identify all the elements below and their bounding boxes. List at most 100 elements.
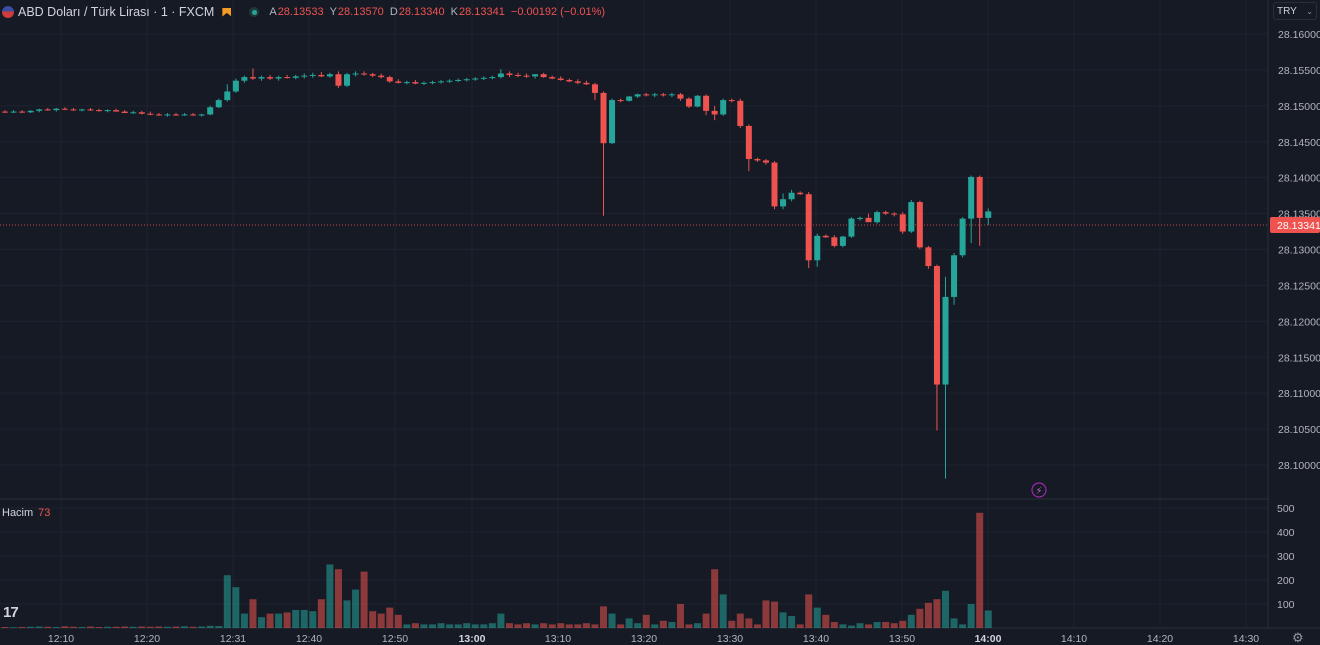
candle-body [951,255,958,297]
candle-body [899,214,906,232]
candle [113,108,120,112]
candle-body [113,110,120,112]
volume-bar [505,623,513,628]
candle-body [463,79,470,81]
candle-body [284,77,291,79]
market-status-icon[interactable] [249,7,260,17]
volume-bar [942,590,949,628]
candle-body [44,109,51,111]
gear-icon[interactable]: ⚙ [1292,630,1304,645]
bookmark-icon[interactable] [222,7,232,17]
candle [455,78,462,83]
candle-body [309,74,316,76]
candle [190,113,197,116]
volume-tick-label: 300 [1277,551,1295,563]
time-tick-label: 12:40 [296,633,322,644]
volume-bar [258,617,265,628]
time-tick-label: 14:10 [1061,633,1087,644]
volume-bar [822,614,830,628]
volume-bar [873,622,881,628]
volume-bar [223,575,231,628]
volume-tick-label: 100 [1277,599,1295,611]
high-value: 28.13570 [337,6,384,18]
volume-bar [249,599,257,628]
candle-body [267,77,274,79]
currency-selector[interactable]: TRY ⌄ [1273,2,1317,20]
volume-bar [206,625,214,628]
candle-body [745,125,752,159]
candle-body [814,235,821,261]
candle-body [720,100,727,115]
candle [532,74,539,79]
candle-body [634,94,641,97]
candle [155,113,162,116]
candle-body [549,77,556,79]
candle-body [583,82,590,85]
candle-body [344,74,350,86]
current-price-label: 28.13341 [1277,220,1320,232]
candle-body [429,82,436,84]
candle [27,110,34,114]
volume-bar [343,600,351,628]
candle-body [438,81,445,83]
change-value: −0.00192 (−0.01%) [510,6,606,18]
candle [420,81,427,86]
volume-bar [369,611,377,628]
candle-body [258,77,265,79]
volume-bar [591,624,599,628]
symbol-title[interactable]: ABD Doları / Türk Lirası · 1 · FXCM [18,5,215,19]
price-tick-label: 28.10500 [1278,424,1320,436]
volume-bar [403,624,411,628]
candle-body [532,74,539,77]
candle-body [173,114,179,116]
candle [61,107,68,111]
candle [549,75,556,80]
candle-body [609,100,616,144]
volume-bar [753,624,761,628]
tradingview-logo-icon[interactable]: 17 [3,604,19,621]
candle [292,74,299,80]
candle-body [643,94,650,96]
time-tick-label: 14:20 [1147,633,1173,644]
volume-bar [309,611,317,628]
candle [121,110,128,114]
candle-body [651,94,658,96]
volume-bar [420,624,428,628]
candle [668,92,675,98]
candle [711,105,718,121]
price-tick-label: 28.16000 [1278,29,1320,41]
volume-bar [112,626,120,628]
candle [361,71,368,76]
candle [249,68,256,80]
volume-bar [634,623,642,628]
candle-body [455,79,462,81]
candle-body [301,75,308,77]
candle-body [36,109,43,111]
chevron-down-icon: ⌄ [1306,6,1313,16]
candle-body [925,247,932,267]
candle [694,95,701,108]
candle-body [985,211,992,218]
candle-body [96,110,103,112]
candle-body [805,194,812,261]
candle-body [865,217,872,223]
candle-body [762,160,769,163]
candle [660,92,667,97]
volume-bar [771,601,778,628]
candle [275,75,282,81]
candle [438,79,445,84]
volume-bar [429,624,436,628]
candle-body [668,94,675,96]
candle-body [874,212,881,223]
candle [181,113,188,116]
low-key: D [389,6,398,18]
candle [540,72,547,78]
candle [591,82,598,101]
candle [566,78,573,83]
volume-legend[interactable]: Hacim 73 [2,507,50,519]
candle [933,264,940,431]
volume-bar [35,626,43,628]
candle-body [275,77,282,79]
price-tick-label: 28.13000 [1278,245,1320,257]
